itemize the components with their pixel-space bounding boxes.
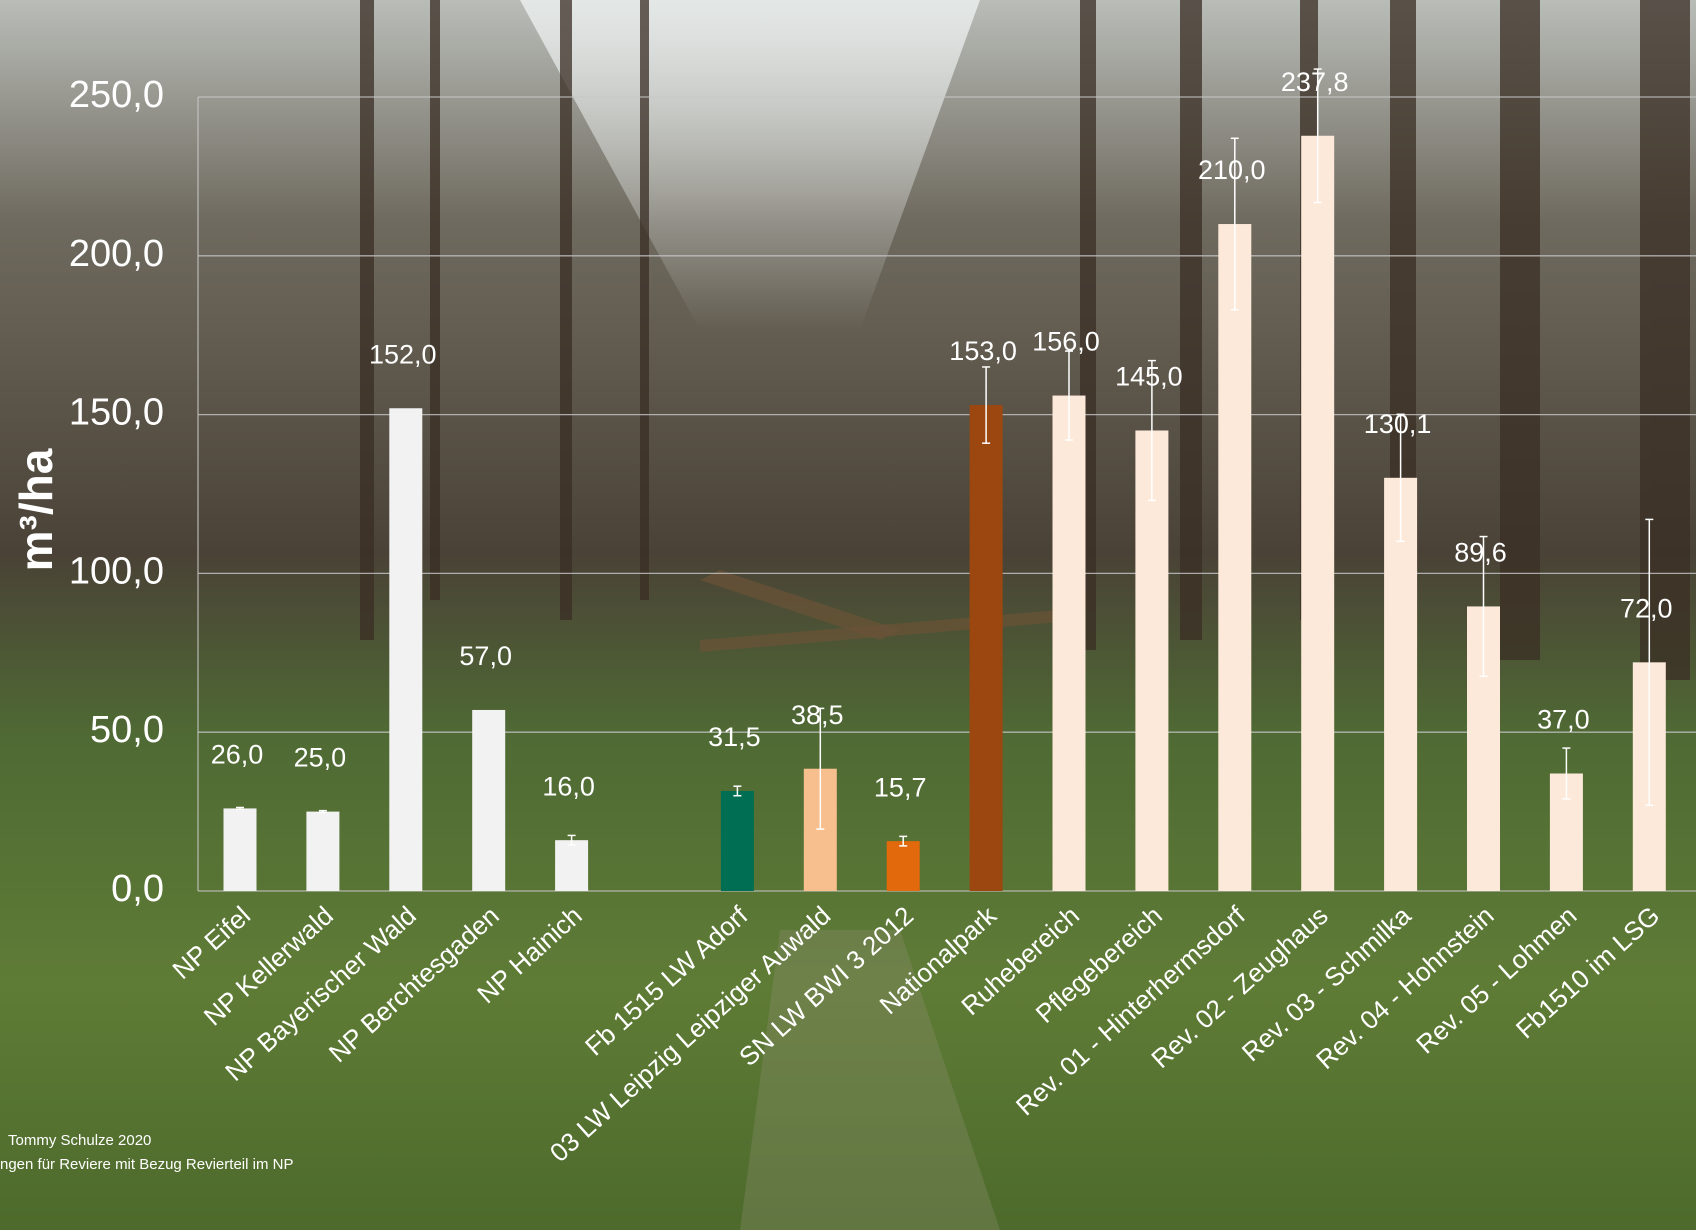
- bar: [721, 791, 754, 891]
- footnote: ngen für Reviere mit Bezug Revierteil im…: [0, 1156, 293, 1173]
- value-label: 31,5: [708, 722, 761, 752]
- footnote: Tommy Schulze 2020: [8, 1132, 151, 1149]
- value-label: 72,0: [1620, 593, 1673, 623]
- chart: m³/ha Tommy Schulze 2020 ngen für Revier…: [0, 0, 1696, 1230]
- value-label: 237,8: [1281, 67, 1349, 97]
- bar: [389, 408, 422, 891]
- value-label: 16,0: [542, 771, 595, 801]
- value-label: 15,7: [874, 772, 927, 802]
- value-label: 210,0: [1198, 155, 1266, 185]
- page: m³/ha Tommy Schulze 2020 ngen für Revier…: [0, 0, 1696, 1230]
- bar: [970, 405, 1003, 891]
- value-label: 153,0: [949, 336, 1017, 366]
- y-axis-label: m³/ha: [10, 448, 62, 571]
- value-label: 37,0: [1537, 705, 1590, 735]
- bar: [1301, 136, 1334, 891]
- value-label: 145,0: [1115, 362, 1183, 392]
- value-label: 57,0: [459, 641, 512, 671]
- y-tick-label: 100,0: [69, 550, 164, 592]
- bar: [1053, 396, 1086, 891]
- y-tick-label: 200,0: [69, 233, 164, 275]
- value-label: 25,0: [294, 743, 347, 773]
- bar: [887, 841, 920, 891]
- y-tick-label: 250,0: [69, 74, 164, 116]
- value-label: 38,5: [791, 700, 844, 730]
- bar: [224, 808, 257, 891]
- value-label: 156,0: [1032, 327, 1100, 357]
- bar: [306, 812, 339, 891]
- bar: [1218, 224, 1251, 891]
- value-label: 130,1: [1364, 409, 1432, 439]
- y-tick-label: 150,0: [69, 392, 164, 434]
- value-label: 152,0: [369, 339, 437, 369]
- bar: [472, 710, 505, 891]
- y-tick-label: 0,0: [111, 868, 164, 910]
- bar: [555, 840, 588, 891]
- y-tick-label: 50,0: [90, 709, 164, 751]
- value-label: 26,0: [211, 740, 264, 770]
- value-label: 89,6: [1454, 538, 1507, 568]
